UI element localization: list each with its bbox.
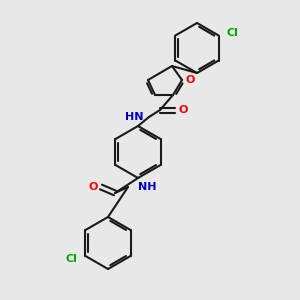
Text: O: O <box>178 105 188 115</box>
Text: HN: HN <box>124 112 143 122</box>
Text: Cl: Cl <box>66 254 77 264</box>
Text: O: O <box>88 182 98 192</box>
Text: O: O <box>185 75 195 85</box>
Text: NH: NH <box>138 182 157 192</box>
Text: Cl: Cl <box>227 28 239 38</box>
